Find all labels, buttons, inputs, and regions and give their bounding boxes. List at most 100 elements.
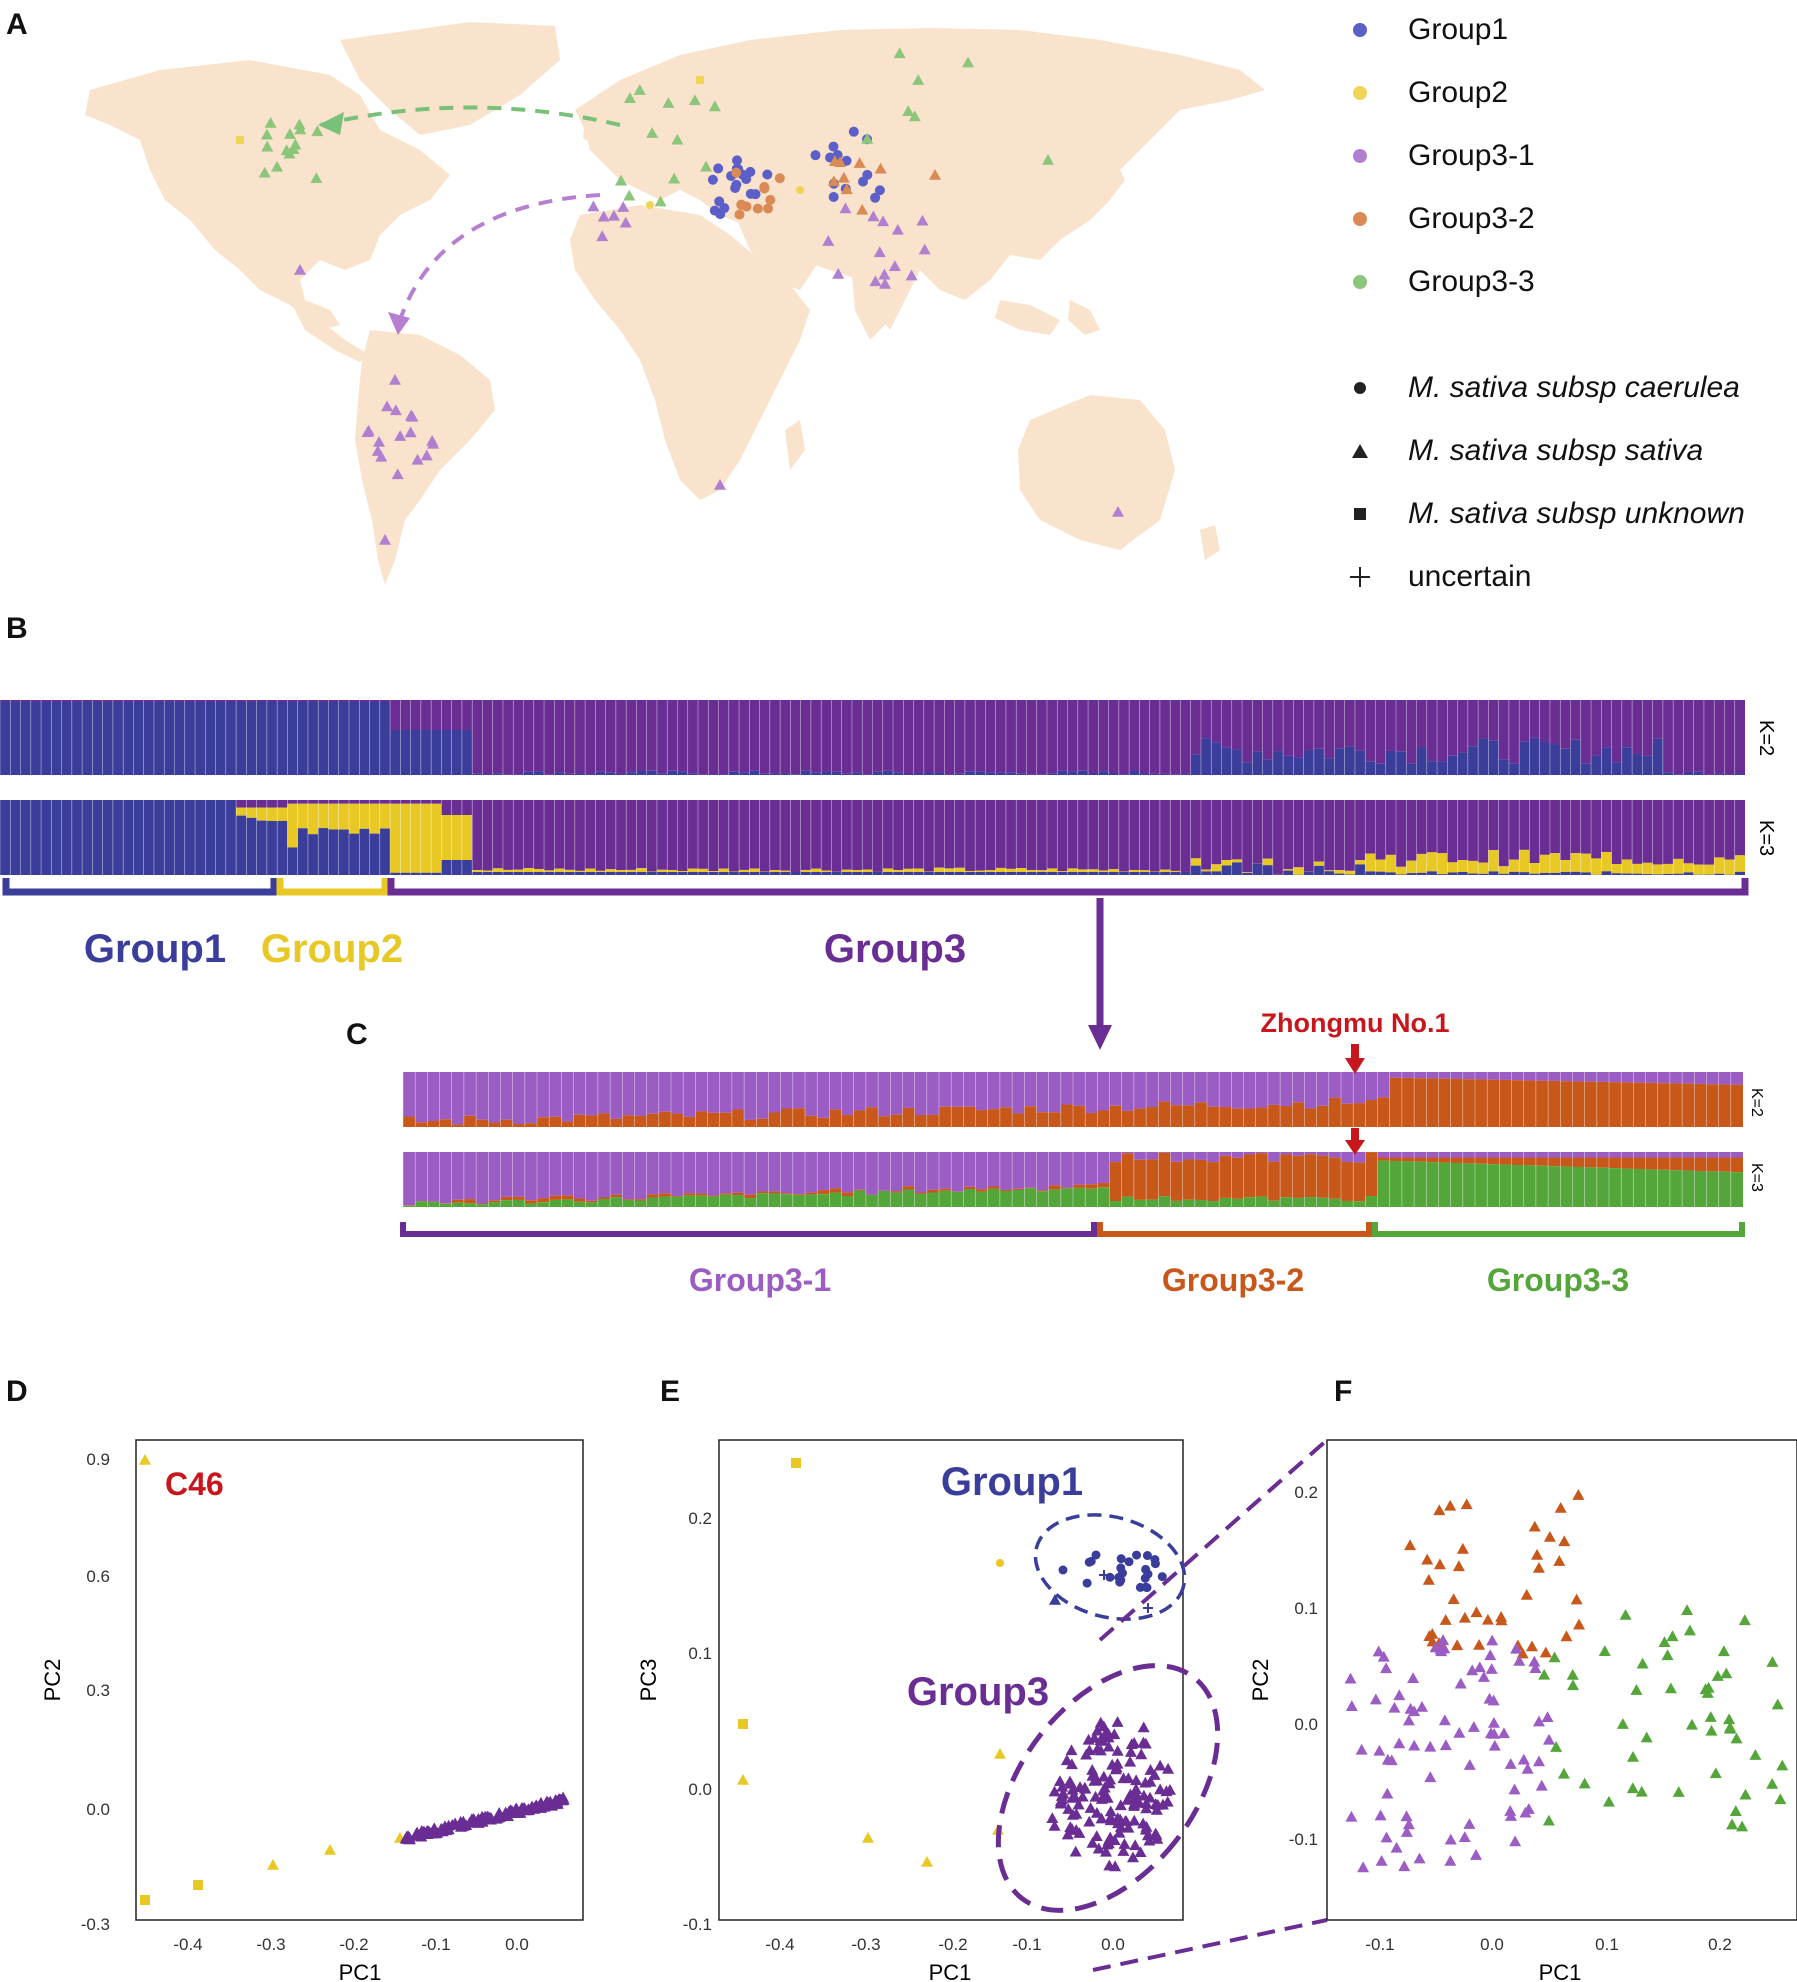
triangle-marker bbox=[1408, 1739, 1421, 1751]
admixture-bar bbox=[195, 800, 206, 875]
admixture-bar bbox=[1377, 1160, 1390, 1207]
admixture-bar bbox=[1621, 1072, 1634, 1083]
admixture-bar bbox=[1170, 1072, 1183, 1106]
admixture-bar bbox=[1488, 700, 1499, 741]
admixture-bar bbox=[1703, 864, 1715, 875]
admixture-bar bbox=[1718, 1171, 1731, 1207]
admixture-bar bbox=[1109, 1072, 1122, 1106]
admixture-bar bbox=[1375, 763, 1386, 775]
triangle-marker bbox=[891, 223, 904, 235]
admixture-bar bbox=[902, 1152, 915, 1187]
admixture-bar bbox=[1389, 1077, 1402, 1127]
admixture-bar bbox=[472, 773, 483, 775]
admixture-bar bbox=[1523, 1080, 1536, 1127]
triangle-marker bbox=[373, 435, 386, 447]
admixture-bar bbox=[1057, 872, 1068, 875]
admixture-bar bbox=[878, 1072, 891, 1117]
admixture-bar bbox=[1621, 747, 1633, 775]
admixture-bar bbox=[1047, 872, 1058, 875]
admixture-bar bbox=[427, 1120, 440, 1127]
admixture-bar bbox=[1341, 1161, 1354, 1201]
admixture-bar bbox=[1591, 755, 1602, 775]
legend-item-group1: Group1 bbox=[1340, 10, 1508, 50]
admixture-bar bbox=[1487, 1157, 1500, 1165]
admixture-bar bbox=[687, 872, 698, 875]
admixture-bar bbox=[1073, 1072, 1086, 1106]
admixture-bar bbox=[297, 800, 308, 804]
triangle-marker bbox=[1497, 1727, 1510, 1739]
triangle-marker bbox=[905, 269, 918, 281]
admixture-bar bbox=[944, 872, 955, 875]
triangle-marker bbox=[1525, 1640, 1538, 1652]
admixture-bar bbox=[1334, 870, 1345, 874]
admixture-bar bbox=[805, 1115, 818, 1127]
admixture-bar bbox=[975, 1110, 988, 1127]
triangle-marker bbox=[391, 468, 404, 480]
admixture-bar bbox=[1012, 1152, 1025, 1189]
admixture-bar bbox=[719, 1072, 732, 1113]
admixture-bar bbox=[780, 1193, 793, 1195]
admixture-bar bbox=[1073, 1105, 1086, 1127]
admixture-bar bbox=[1057, 770, 1068, 775]
admixture-bar bbox=[1385, 750, 1396, 775]
triangle-marker bbox=[1532, 1715, 1545, 1727]
admixture-bar bbox=[1498, 700, 1509, 760]
admixture-bar bbox=[792, 1194, 805, 1207]
admixture-bar bbox=[328, 829, 339, 875]
admixture-bar bbox=[987, 1072, 1000, 1110]
triangle-marker bbox=[921, 1856, 933, 1867]
admixture-bar bbox=[862, 800, 873, 870]
admixture-bar bbox=[1584, 1157, 1597, 1168]
admixture-bar bbox=[865, 1072, 879, 1108]
admixture-bar bbox=[20, 700, 31, 702]
admixture-bar bbox=[1354, 700, 1366, 751]
admixture-bar bbox=[683, 1193, 696, 1196]
admixture-bar bbox=[903, 773, 914, 775]
admixture-bar bbox=[902, 1107, 915, 1127]
admixture-bar bbox=[1457, 752, 1468, 775]
admixture-bar bbox=[10, 800, 21, 875]
admixture-bar bbox=[500, 1200, 513, 1207]
admixture-bar bbox=[939, 1190, 952, 1207]
admixture-bar bbox=[1133, 1072, 1147, 1109]
admixture-bar bbox=[800, 800, 811, 870]
triangle-marker bbox=[402, 1830, 415, 1842]
triangle-marker bbox=[1538, 1668, 1551, 1680]
admixture-bar bbox=[1283, 870, 1294, 875]
triangle-marker bbox=[1437, 1634, 1450, 1645]
admixture-bar bbox=[744, 1119, 757, 1127]
admixture-bar bbox=[1060, 1188, 1073, 1207]
admixture-bar bbox=[1024, 1188, 1037, 1207]
admixture-bar bbox=[1036, 870, 1047, 872]
admixture-bar bbox=[524, 1123, 537, 1127]
admixture-bar bbox=[1706, 1072, 1719, 1085]
zoom-line-top bbox=[1098, 1438, 1329, 1642]
admixture-bar bbox=[851, 772, 863, 775]
admixture-bar bbox=[1548, 1072, 1561, 1081]
admixture-bar bbox=[1539, 741, 1550, 775]
triangle-marker bbox=[267, 1859, 279, 1870]
triangle-marker bbox=[1390, 1841, 1403, 1853]
admixture-bar bbox=[1180, 872, 1191, 875]
admixture-bar bbox=[30, 700, 42, 702]
admixture-bar bbox=[420, 800, 432, 804]
admixture-bar bbox=[492, 800, 503, 869]
admixture-bar bbox=[913, 868, 924, 872]
triangle-marker bbox=[1424, 1740, 1437, 1752]
triangle-marker bbox=[646, 127, 659, 138]
admixture-bar bbox=[1272, 751, 1284, 775]
triangle-marker bbox=[1421, 1553, 1434, 1565]
admixture-bar bbox=[1570, 700, 1581, 740]
triangle-marker bbox=[1550, 1741, 1563, 1752]
admixture-bar bbox=[1539, 854, 1550, 873]
admixture-bar bbox=[1293, 700, 1304, 758]
admixture-bar bbox=[677, 870, 688, 872]
admixture-bar bbox=[349, 800, 360, 804]
admixture-bar bbox=[1683, 863, 1694, 873]
admixture-bar bbox=[349, 803, 360, 834]
admixture-bar bbox=[1657, 1157, 1670, 1170]
admixture-bar bbox=[1669, 1083, 1683, 1127]
triangle-marker bbox=[1616, 1718, 1629, 1729]
admixture-bar bbox=[1036, 1152, 1049, 1191]
admixture-bar bbox=[1200, 700, 1212, 739]
